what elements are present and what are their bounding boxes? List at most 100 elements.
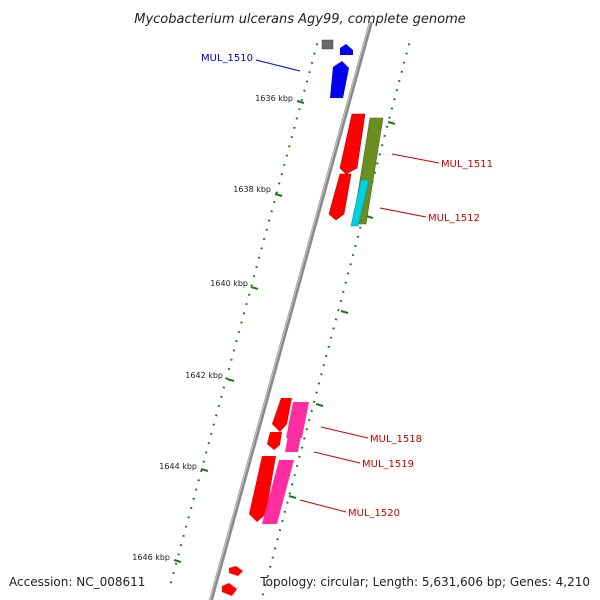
tick-1636: 1636 kbp [255,94,305,104]
ring-dot [288,492,292,495]
gene-red-bottom-1[interactable] [229,566,243,576]
ring-dot [334,318,338,321]
ring-dot [177,553,180,556]
ring-dot [189,506,193,510]
ring-dot [385,125,389,128]
ring-dot [317,382,321,385]
ring-dot [199,469,203,473]
ring-dot [187,516,190,519]
ring-dot [283,510,287,513]
gene-mul-1518[interactable] [286,402,309,438]
ring-dot [405,52,408,55]
ring-dot [327,345,330,348]
ring-dot [315,43,319,46]
ring-dot [272,200,276,204]
ring-dot [270,210,273,213]
tick-1638: 1638 kbp [233,185,283,197]
ring-dot [337,308,340,312]
gene-red-b[interactable] [267,432,282,450]
ring-dot [402,61,406,64]
ring-dot [257,256,261,259]
ring-dot [288,145,291,148]
ring-dot [293,126,296,129]
ring-dot [278,528,282,532]
label-mul-1512[interactable]: MUL_1512 [428,213,480,224]
ring-dot [235,339,238,343]
ring-dot [286,501,289,504]
ring-dot [245,302,248,306]
ring-dot [303,437,306,440]
ring-dot [240,321,243,324]
gene-mul-1520[interactable] [262,460,294,524]
ring-dot [197,479,200,482]
label-mul-1518[interactable]: MUL_1518 [370,434,422,445]
ring-dot [359,226,362,229]
ring-dot [260,247,263,250]
gene-gray-small[interactable] [321,39,334,50]
accession-text: Accession: NC_008611 [9,575,145,589]
ring-dot [400,70,403,73]
ring-dot [310,61,314,65]
ring-dot [220,395,223,398]
ring-dot [192,497,195,500]
gene-blue-small[interactable] [340,44,353,55]
gene-red-c[interactable] [249,456,276,522]
genome-backbone-highlight [209,21,371,600]
ring-dot [261,593,265,596]
ring-dot [207,442,211,445]
ring-dot [322,363,326,367]
ring-dot [174,562,178,565]
ring-dot [217,404,221,408]
gene-red-upper[interactable] [339,113,366,175]
ring-dot [390,107,394,110]
ring-dot [269,565,272,568]
gene-red-lower[interactable] [328,173,352,221]
gene-mul-1512[interactable] [350,179,370,227]
ring-dot [194,488,198,491]
callout-line-1512 [379,207,427,218]
ring-dot [265,228,268,231]
ring-dot [184,525,188,528]
ring-dot [242,312,246,315]
ring-dot [303,89,306,92]
ring-dot [298,455,301,458]
label-mul-1520[interactable]: MUL_1520 [348,508,400,519]
ring-dot [356,235,360,238]
ring-dot [305,428,309,431]
svg-text:1640 kbp: 1640 kbp [210,279,248,288]
map-title: Mycobacterium ulcerans Agy99, complete g… [134,12,466,27]
ring-dot [351,253,355,257]
ring-dot [332,327,335,330]
tick-1642: 1642 kbp [185,371,235,382]
label-mul-1519[interactable]: MUL_1519 [362,459,414,470]
gene-red-a[interactable] [272,398,292,432]
inner-dotted-ring [261,43,411,596]
ring-dot [277,182,281,185]
ring-dot [300,446,304,449]
ring-dot [247,293,251,296]
ring-dot [325,354,328,358]
ring-dot [300,98,304,102]
callout-line-1519 [313,451,361,464]
gene-mul-1510[interactable] [330,61,349,98]
ring-dot [202,460,205,463]
gene-red-bottom-2[interactable] [222,583,237,596]
ring-dot [320,373,323,376]
label-mul-1511[interactable]: MUL_1511 [441,159,493,170]
ring-dot [182,534,185,538]
ring-dot [393,98,396,101]
ring-dot [380,143,384,147]
ring-dot [267,219,271,222]
ring-dot [212,423,216,426]
gene-mul-1519[interactable] [285,436,301,452]
ring-dot [225,377,228,380]
ring-dot [339,299,343,303]
ring-dot [342,290,345,293]
tick-1644: 1644 kbp [159,462,209,472]
topology-text: Topology: circular; Length: 5,631,606 bp… [259,575,590,589]
ring-dot [273,547,277,550]
label-mul-1510[interactable]: MUL_1510 [201,53,253,64]
ring-dot [308,70,311,74]
ring-dot [285,154,289,157]
ring-dot [313,52,316,55]
